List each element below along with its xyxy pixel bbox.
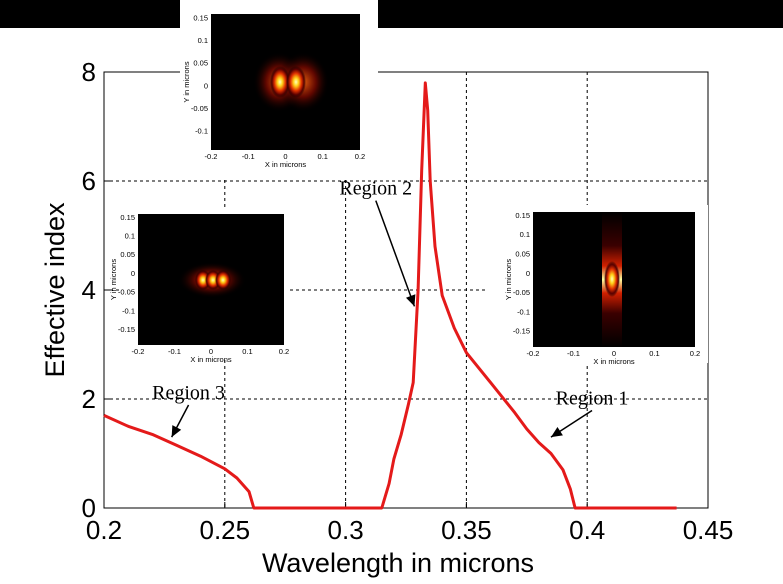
x-axis-label: Wavelength in microns: [262, 548, 534, 578]
annotation-arrowhead: [171, 425, 182, 438]
inset-x-tick-label: 0.1: [649, 349, 659, 358]
inset-x-tick-label: -0.2: [527, 349, 540, 358]
inset-x-tick-label: 0: [283, 152, 287, 161]
inset-y-tick-label: 0.1: [520, 230, 530, 239]
annotation-label: Region 1: [556, 387, 629, 409]
inset-y-tick-label: -0.1: [122, 306, 135, 315]
inset-x-tick-label: -0.1: [567, 349, 580, 358]
inset-x-axis-label: X in microns: [265, 160, 307, 169]
inset-x-tick-label: -0.1: [168, 347, 181, 356]
inset-region-3: -0.2 -0.1 0 0.1 0.2 0.15 0.1 0.05 0 -0.05 -0.1 -0.1…: [109, 208, 290, 364]
annotation-label: Region 3: [152, 382, 225, 404]
x-tick-label: 0.35: [441, 515, 492, 545]
inset-x-tick-label: -0.2: [132, 347, 145, 356]
inset-region-2: -0.2 -0.1 0 0.1 0.2 0.15 0.1 0.05 0 -0.05 -0.1 X in…: [180, 0, 378, 180]
inset-y-tick-label: 0.1: [125, 232, 135, 241]
x-tick-label: 0.45: [683, 515, 734, 545]
series-line-effective-index: [103, 81, 677, 510]
inset-x-tick-label: 0.2: [355, 152, 365, 161]
top-black-bar-right: [378, 0, 783, 28]
x-tick-label: 0.4: [569, 515, 605, 545]
inset-x-axis-label: X in microns: [593, 357, 635, 366]
inset-region-1: -0.2 -0.1 0 0.1 0.2 0.15 0.1 0.05 0 -0.05 -0.1 -0.1…: [488, 205, 708, 366]
inset-y-axis-label: Y in microns: [182, 61, 191, 102]
inset-y-tick-label: -0.15: [513, 327, 530, 336]
inset-x-tick-label: 0.1: [318, 152, 328, 161]
x-tick-label: 0.2: [86, 515, 122, 545]
inset-y-tick-label: 0: [204, 81, 208, 90]
x-tick-label: 0.25: [199, 515, 250, 545]
inset-x-tick-label: -0.1: [242, 152, 255, 161]
y-tick-labels: 0 2 4 6 8: [82, 57, 96, 523]
inset-y-tick-label: 0.1: [198, 36, 208, 45]
inset-y-tick-label: 0: [131, 269, 135, 278]
inset-x-tick-label: -0.2: [205, 152, 218, 161]
inset-y-tick-label: -0.05: [191, 104, 208, 113]
top-black-bar-left: [0, 0, 180, 28]
y-tick-label: 0: [82, 493, 96, 523]
inset-y-axis-label: Y in microns: [109, 259, 118, 300]
x-tick-labels: 0.2 0.25 0.3 0.35 0.4 0.45: [86, 515, 733, 545]
inset-y-tick-label: 0.05: [120, 250, 135, 259]
annotation-arrowhead: [550, 426, 563, 438]
y-tick-label: 2: [82, 384, 96, 414]
inset-y-tick-label: 0: [526, 269, 530, 278]
inset-x-tick-label: 0.2: [690, 349, 700, 358]
annotations: Region 1 Region 2 Region 3: [152, 178, 628, 438]
inset-y-tick-label: -0.1: [517, 307, 530, 316]
y-tick-label: 6: [82, 166, 96, 196]
inset-y-tick-label: -0.05: [118, 288, 135, 297]
inset-y-tick-label: -0.15: [118, 325, 135, 334]
inset-y-tick-label: 0.05: [193, 59, 208, 68]
annotation-arrow: [375, 200, 416, 307]
inset-y-tick-label: -0.1: [195, 127, 208, 136]
y-tick-label: 8: [82, 57, 96, 87]
inset-x-tick-label: 0.1: [242, 347, 252, 356]
inset-y-axis-label: Y in microns: [504, 259, 513, 300]
inset-y-tick-label: 0.15: [193, 13, 208, 22]
inset-y-tick-label: 0.15: [120, 213, 135, 222]
inset-x-tick-label: 0.2: [279, 347, 289, 356]
inset-y-tick-label: -0.05: [513, 288, 530, 297]
annotation-arrowhead: [405, 294, 416, 307]
inset-x-axis-label: X in microns: [190, 355, 232, 364]
y-tick-label: 4: [82, 275, 96, 305]
annotation-label: Region 2: [339, 178, 412, 200]
inset-x-tick-label: 0: [612, 349, 616, 358]
inset-y-tick-label: 0.15: [515, 211, 530, 220]
inset-x-tick-label: 0: [209, 347, 213, 356]
y-axis-label: Effective index: [40, 202, 70, 378]
inset-y-tick-label: 0.05: [515, 249, 530, 258]
x-tick-label: 0.3: [328, 515, 364, 545]
